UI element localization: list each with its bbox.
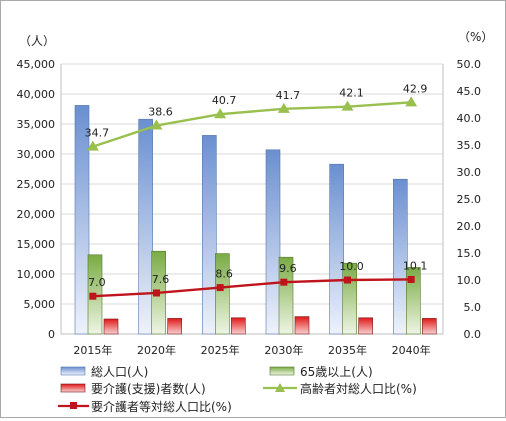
bar-65-plus [406,267,421,335]
data-label-care-ratio: 7.6 [152,273,170,286]
data-label-elderly-ratio: 38.6 [148,106,173,119]
right-tick-label: 45.0 [457,85,482,98]
right-tick-label: 20.0 [457,220,482,233]
right-axis: 0.0 5.0 10.0 15.0 20.0 25.0 30.0 35.0 40.0 45.0 50… [442,58,482,341]
point-care-ratio [407,275,415,283]
bar-65-plus [342,262,357,335]
legend-marker-elderly-ratio [275,383,285,392]
point-care-ratio [344,276,351,284]
point-care-ratio [153,289,160,297]
data-label-care-ratio: 9.6 [279,262,297,275]
left-tick-label: 20,000 [17,208,56,221]
data-label-elderly-ratio: 41.7 [276,89,301,102]
line-care-ratio [92,278,412,298]
left-axis: 0 5,000 10,000 15,000 20,000 25,000 30,000 35,0… [17,58,62,341]
point-elderly-ratio [277,102,290,113]
data-label-elderly-ratio: 42.9 [403,82,428,95]
right-tick-label: 50.0 [457,58,482,71]
point-care-ratio [216,284,224,292]
data-label-care-ratio: 10.1 [403,259,428,272]
category-label: 2020年 [137,343,176,357]
bar-care-needed [358,317,373,335]
right-tick-label: 15.0 [457,247,482,260]
category-label: 2030年 [264,343,303,357]
legend-label-total-population: 総人口(人) [91,365,148,379]
right-tick-label: 40.0 [457,112,482,125]
right-tick-label: 0.0 [464,328,482,341]
legend-item-65-plus: 65歳以上(人) [269,365,373,379]
bar-total-population [393,178,408,335]
left-tick-label: 45,000 [17,58,56,71]
legend-swatch-total-population [60,366,86,376]
line-series: 34.7 38.6 40.7 41.7 42.1 42.9 7.0 7.6 8.6 9.6 10.0… [85,82,428,300]
left-axis-unit-label: （人） [19,34,55,48]
bar-care-needed [103,318,119,335]
point-elderly-ratio [150,119,163,130]
legend-label-care-needed: 要介護(支援)者数(人) [91,381,206,396]
point-care-ratio [89,292,97,300]
right-tick-label: 30.0 [457,166,482,179]
data-label-care-ratio: 10.0 [339,260,364,273]
point-elderly-ratio [405,96,418,107]
data-label-care-ratio: 8.6 [215,268,233,281]
legend-swatch-65-plus [269,366,295,376]
legend-item-total-population: 総人口(人) [60,365,148,379]
right-tick-label: 5.0 [464,301,482,314]
bar-care-needed [294,316,310,335]
right-tick-label: 35.0 [457,139,482,152]
right-axis-unit-label: （%） [458,30,493,44]
gridlines [61,63,443,335]
point-elderly-ratio [214,108,227,119]
data-label-elderly-ratio: 40.7 [212,94,237,107]
point-care-ratio [280,278,288,286]
left-tick-label: 25,000 [17,178,56,191]
x-axis: 2015年 2020年 2025年 2030年 2035年 2040年 [73,343,430,357]
right-tick-label: 10.0 [457,274,482,287]
bar-total-population [265,149,281,335]
category-label: 2015年 [73,343,112,357]
bar-care-needed [231,317,246,335]
category-label: 2040年 [392,343,431,357]
legend-label-elderly-ratio: 高齢者対総人口比(%) [300,381,417,396]
bar-65-plus [215,253,230,335]
left-tick-label: 5,000 [24,298,56,311]
legend-label-65-plus: 65歳以上(人) [300,365,373,379]
left-tick-label: 30,000 [17,148,56,161]
bar-total-population [74,105,90,335]
left-tick-label: 15,000 [17,238,56,251]
left-tick-label: 10,000 [17,268,56,281]
legend: 総人口(人) 65歳以上(人) 要介護(支援)者数(人) 高齢者対総人口比(%)… [58,365,417,414]
data-label-elderly-ratio: 34.7 [85,127,110,140]
category-label: 2025年 [201,343,240,357]
bar-total-population [329,163,344,335]
legend-marker-care-ratio [70,402,77,409]
category-label: 2035年 [328,343,367,357]
bar-care-needed [167,318,182,335]
legend-item-elderly-ratio: 高齢者対総人口比(%) [263,381,417,396]
line-elderly-ratio [92,101,412,148]
right-tick-label: 25.0 [457,193,482,206]
left-tick-label: 0 [48,328,55,341]
point-elderly-ratio [86,140,99,151]
bar-series [74,105,437,335]
legend-swatch-care-needed [60,383,86,393]
left-tick-label: 40,000 [17,88,56,101]
data-label-care-ratio: 7.0 [88,276,106,289]
legend-item-care-needed: 要介護(支援)者数(人) [60,381,206,396]
bar-total-population [138,118,153,335]
left-tick-label: 35,000 [17,118,56,131]
bar-65-plus [278,256,294,335]
legend-item-care-ratio: 要介護者等対総人口比(%) [58,399,232,414]
bar-total-population [202,135,217,335]
data-label-elderly-ratio: 42.1 [339,87,364,100]
point-elderly-ratio [341,100,354,111]
legend-label-care-ratio: 要介護者等対総人口比(%) [91,399,232,414]
bar-care-needed [422,318,437,335]
